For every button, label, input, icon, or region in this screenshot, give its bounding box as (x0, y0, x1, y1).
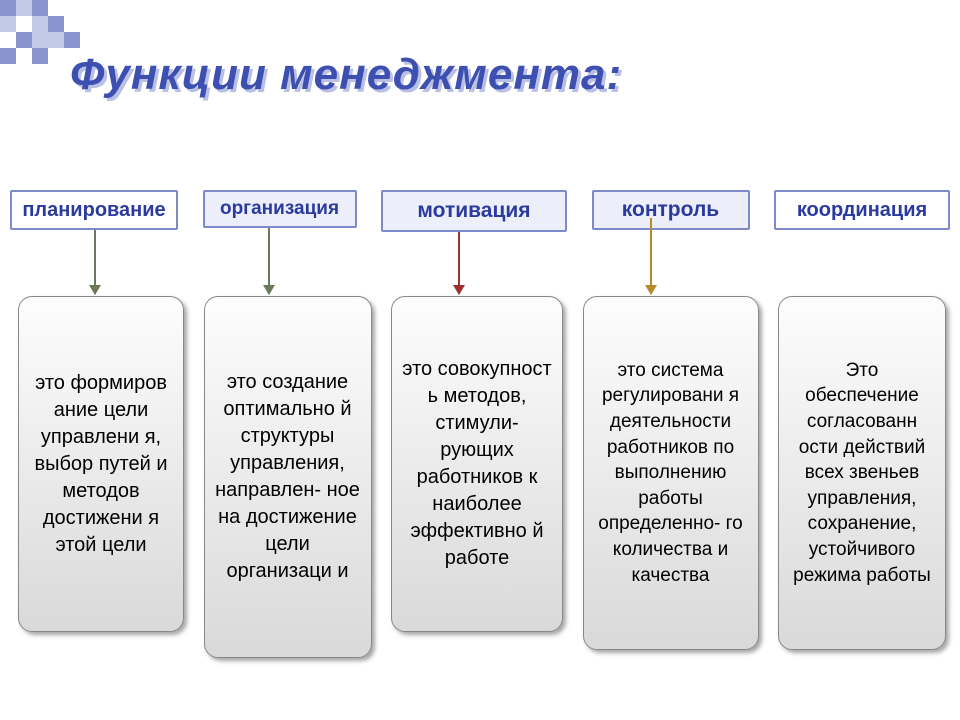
deco-sq (0, 48, 16, 64)
desc-coordination: Это обеспечение согласованн ости действи… (778, 296, 946, 650)
header-row: планирование организация мотивация контр… (10, 190, 950, 232)
deco-sq (32, 16, 48, 32)
arrow-shaft (650, 218, 652, 294)
desc-motivation: это совокупност ь методов, стимули- рующ… (391, 296, 563, 632)
deco-sq (16, 32, 32, 48)
arrow-motivation (458, 232, 460, 294)
deco-sq (48, 16, 64, 32)
deco-sq (0, 0, 16, 16)
arrow-head-icon (263, 285, 275, 295)
arrow-organization (268, 228, 270, 294)
header-coordination: координация (774, 190, 950, 230)
slide: Функции менеджмента: планирование органи… (0, 0, 960, 720)
desc-control: это система регулировани я деятельности … (583, 296, 759, 650)
arrow-head-icon (453, 285, 465, 295)
header-motivation: мотивация (381, 190, 567, 232)
arrow-head-icon (89, 285, 101, 295)
deco-sq (16, 0, 32, 16)
deco-sq (0, 16, 16, 32)
slide-title: Функции менеджмента: (70, 50, 622, 100)
description-row: это формиров ание цели управлени я, выбо… (18, 296, 946, 658)
arrow-planning (94, 230, 96, 294)
header-control: контроль (592, 190, 750, 230)
arrow-control (650, 218, 652, 294)
desc-organization: это создание оптимально й структуры упра… (204, 296, 372, 658)
desc-planning: это формиров ание цели управлени я, выбо… (18, 296, 184, 632)
header-planning: планирование (10, 190, 178, 230)
deco-sq (32, 48, 48, 64)
deco-sq (48, 32, 64, 48)
deco-sq (32, 0, 48, 16)
header-organization: организация (203, 190, 357, 228)
arrow-head-icon (645, 285, 657, 295)
deco-sq (32, 32, 48, 48)
deco-sq (64, 32, 80, 48)
